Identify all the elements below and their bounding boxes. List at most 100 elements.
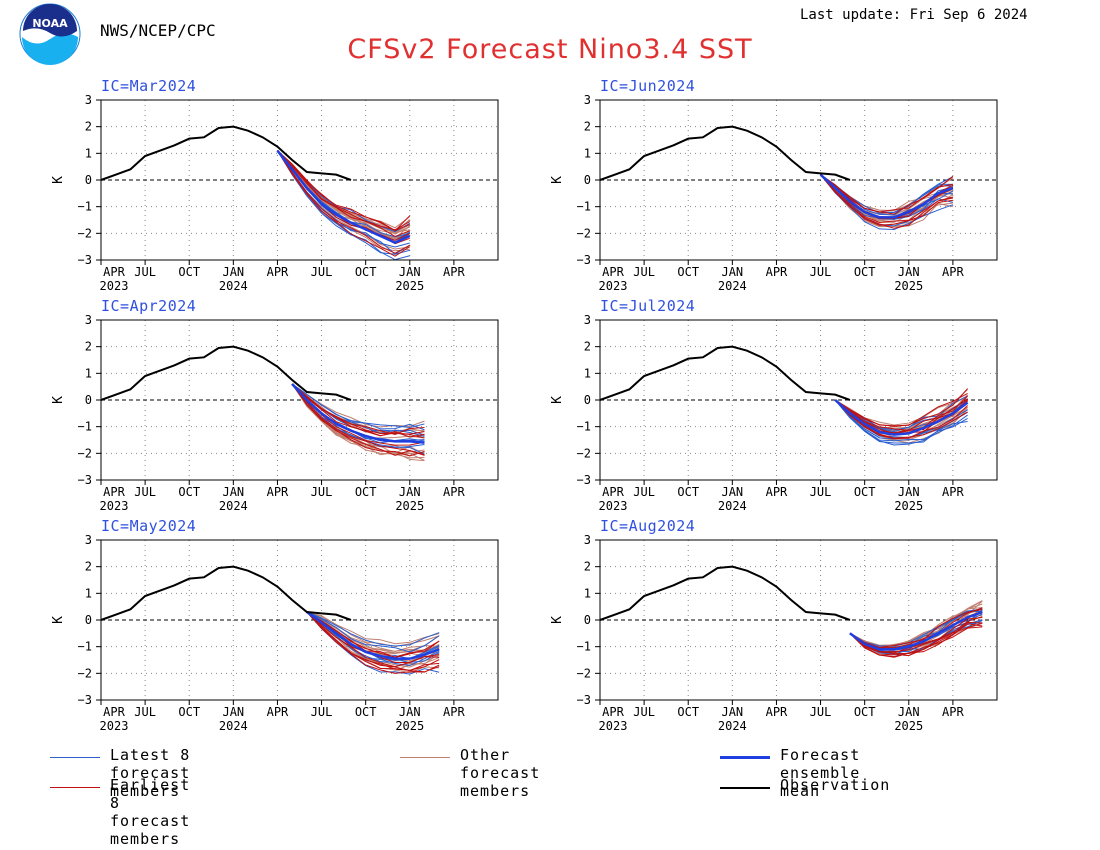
forecast-member-earliest	[834, 398, 968, 431]
plot-frame	[599, 319, 998, 481]
chart-title: CFSv2 Forecast Nino3.4 SST	[347, 34, 753, 65]
forecast-member-earliest	[277, 150, 411, 232]
legend-label-earliest: Earliest 8 forecast members	[110, 776, 191, 848]
x-tick-label: JUL	[810, 265, 832, 279]
forecast-member-earliest	[820, 174, 953, 223]
x-tick-label: JAN	[222, 265, 244, 279]
x-tick-label: JUL	[311, 485, 333, 499]
x-tick-label: OCT	[178, 265, 200, 279]
y-tick-label: 2	[85, 120, 92, 134]
y-axis-label: K	[550, 396, 565, 404]
plot-frame	[100, 539, 499, 701]
year-label: 2025	[395, 279, 424, 293]
ensemble-mean-line	[306, 610, 440, 660]
x-tick-label: JAN	[721, 705, 743, 719]
x-tick-label: APR	[103, 485, 125, 499]
x-tick-label: OCT	[854, 485, 876, 499]
y-axis-label: K	[550, 176, 565, 184]
x-tick-label: APR	[766, 705, 788, 719]
x-tick-label: JUL	[134, 265, 156, 279]
forecast-member-earliest	[306, 611, 440, 668]
forecast-member-earliest	[834, 399, 968, 440]
forecast-member-earliest	[834, 399, 968, 439]
y-tick-label: −3	[78, 253, 92, 267]
x-tick-label: JUL	[810, 705, 832, 719]
x-tick-label: OCT	[677, 485, 699, 499]
y-tick-label: 3	[584, 313, 591, 327]
x-tick-label: OCT	[355, 705, 377, 719]
forecast-member-earliest	[291, 383, 425, 435]
year-label: 2024	[718, 499, 747, 513]
y-tick-label: −1	[78, 640, 92, 654]
year-label: 2023	[100, 279, 129, 293]
x-tick-label: APR	[267, 485, 289, 499]
x-tick-label: JAN	[399, 705, 421, 719]
y-tick-label: 1	[85, 366, 92, 380]
x-tick-label: JUL	[633, 265, 655, 279]
forecast-member-latest	[291, 383, 425, 431]
legend-label-other: Other forecast members	[460, 746, 541, 800]
year-label: 2024	[718, 279, 747, 293]
x-tick-label: JAN	[898, 705, 920, 719]
y-tick-label: 3	[85, 313, 92, 327]
y-tick-label: −2	[78, 226, 92, 240]
x-tick-label: APR	[942, 705, 964, 719]
y-tick-label: −2	[577, 666, 591, 680]
y-tick-label: 1	[584, 586, 591, 600]
forecast-member-earliest	[820, 174, 954, 215]
ensemble-mean-line	[834, 399, 969, 436]
y-tick-label: 2	[584, 120, 591, 134]
legend-label-latest: Latest 8 forecast members	[110, 746, 191, 800]
y-axis-label: K	[51, 176, 66, 184]
year-label: 2023	[599, 719, 628, 733]
y-tick-label: 3	[85, 93, 92, 107]
y-tick-label: −1	[577, 420, 591, 434]
x-tick-label: JAN	[222, 485, 244, 499]
y-tick-label: −2	[577, 446, 591, 460]
year-label: 2024	[219, 499, 248, 513]
x-tick-label: JUL	[633, 485, 655, 499]
forecast-member-earliest	[306, 611, 440, 671]
year-label: 2024	[219, 719, 248, 733]
y-tick-label: 0	[584, 173, 591, 187]
forecast-member-earliest	[277, 150, 411, 254]
year-label: 2023	[100, 499, 129, 513]
x-tick-label: APR	[443, 265, 465, 279]
y-tick-label: −1	[577, 640, 591, 654]
y-tick-label: 3	[85, 533, 92, 547]
y-tick-label: 0	[584, 393, 591, 407]
x-tick-label: JAN	[898, 485, 920, 499]
forecast-member-earliest	[849, 626, 983, 658]
forecast-member-earliest	[306, 611, 440, 658]
year-label: 2023	[599, 279, 628, 293]
x-tick-label: OCT	[355, 485, 377, 499]
forecast-member-latest	[306, 611, 440, 663]
x-tick-label: JAN	[399, 485, 421, 499]
forecast-member-earliest	[291, 383, 425, 457]
forecast-member-other	[849, 600, 983, 646]
year-label: 2025	[395, 719, 424, 733]
y-tick-label: 1	[85, 146, 92, 160]
plot-frame	[599, 539, 998, 701]
x-tick-label: APR	[602, 485, 624, 499]
y-tick-label: −1	[577, 200, 591, 214]
y-axis-label: K	[550, 616, 565, 624]
panel-label: IC=Jul2024	[600, 297, 695, 315]
year-label: 2023	[599, 499, 628, 513]
y-tick-label: −3	[577, 693, 591, 707]
y-tick-label: 0	[85, 173, 92, 187]
y-tick-label: −3	[577, 253, 591, 267]
agency-label: NWS/NCEP/CPC	[100, 21, 216, 40]
y-tick-label: −1	[78, 200, 92, 214]
x-tick-label: JUL	[311, 705, 333, 719]
x-tick-label: JUL	[134, 485, 156, 499]
plot-frame	[100, 319, 499, 481]
forecast-member-earliest	[306, 611, 440, 674]
y-tick-label: −3	[78, 693, 92, 707]
forecast-member-latest	[834, 399, 968, 442]
legend-swatch-observation	[720, 787, 770, 789]
forecast-member-earliest	[291, 383, 425, 456]
observation-line	[599, 125, 851, 181]
observation-line	[100, 565, 352, 621]
